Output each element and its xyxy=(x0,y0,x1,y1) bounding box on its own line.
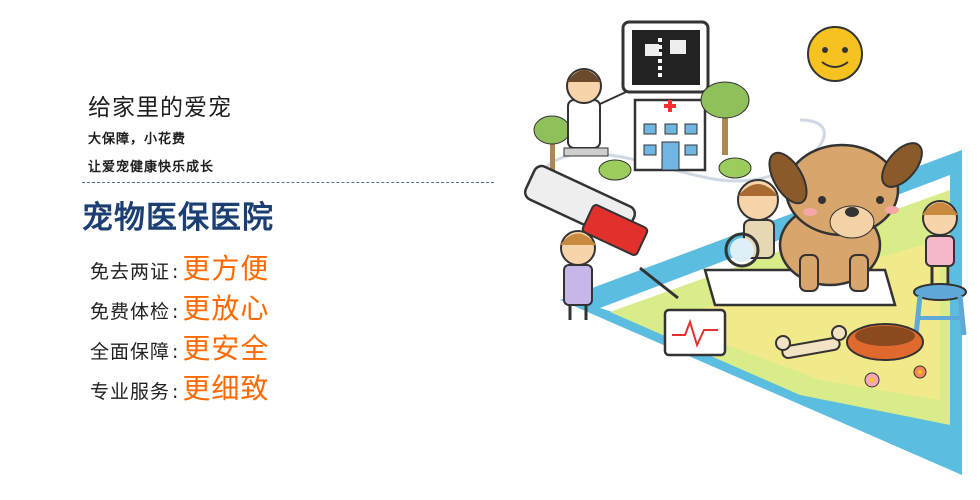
feature-label: 全面保障 xyxy=(90,341,171,363)
bush-icon xyxy=(718,157,752,179)
flower-icon xyxy=(913,365,927,379)
food-bowl-icon xyxy=(846,323,924,361)
subheading-2: 让爱宠健康快乐成长 xyxy=(88,160,215,175)
feature-value: 更细致 xyxy=(182,372,270,405)
feature-label: 免去两证 xyxy=(90,261,171,283)
page-title: 宠物医保医院 xyxy=(82,200,274,236)
feature-value: 更方便 xyxy=(182,252,270,285)
feature-colon: : xyxy=(172,341,179,363)
feature-item: 免费体检 : 更放心 xyxy=(90,287,269,327)
feature-item: 全面保障 : 更安全 xyxy=(90,327,269,367)
dog-character-icon xyxy=(768,142,923,292)
feature-item: 专业服务 : 更细致 xyxy=(90,367,269,407)
feature-colon: : xyxy=(172,261,179,283)
feature-label: 专业服务 xyxy=(90,381,171,403)
stool-icon xyxy=(913,283,967,336)
flower-icon xyxy=(864,372,880,388)
girl-nurse-character-icon xyxy=(922,200,958,285)
heart-monitor-icon xyxy=(663,308,727,357)
subheading-1: 大保障，小花费 xyxy=(88,132,187,147)
sun-icon xyxy=(807,26,863,82)
hospital-building-icon xyxy=(633,98,707,172)
pet-hospital-illustration xyxy=(523,20,967,475)
doctor-character-icon xyxy=(563,68,627,157)
vet-character-icon xyxy=(724,179,779,268)
xray-monitor-icon xyxy=(621,20,710,94)
headline: 给家里的爱宠 xyxy=(88,95,232,121)
feature-item: 免去两证 : 更方便 xyxy=(90,247,269,287)
feature-value: 更安全 xyxy=(182,332,270,365)
syringe-icon xyxy=(523,164,679,300)
dashed-divider xyxy=(82,182,494,183)
feature-value: 更放心 xyxy=(182,292,270,325)
feature-list: 免去两证 : 更方便 免费体检 : 更放心 全面保障 : 更安全 专业服务 : … xyxy=(90,247,269,407)
feature-colon: : xyxy=(172,381,179,403)
bush-icon xyxy=(598,159,632,181)
feature-label: 免费体检 xyxy=(90,301,171,323)
feature-colon: : xyxy=(172,301,179,323)
girl-character-icon xyxy=(560,230,596,320)
banner-text: 给家里的爱宠 大保障，小花费 让爱宠健康快乐成长 宠物医保医院 免去两证 : 更… xyxy=(82,95,494,407)
tree-icon xyxy=(700,81,750,155)
bone-icon xyxy=(775,325,847,359)
